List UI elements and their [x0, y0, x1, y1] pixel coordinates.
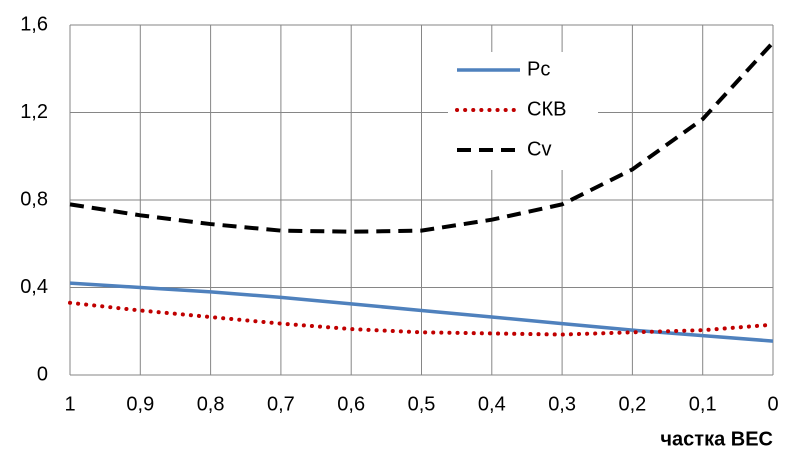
x-tick-label: 0,1	[689, 393, 717, 415]
x-tick-label: 0,7	[267, 393, 295, 415]
y-tick-label: 1,6	[20, 13, 48, 35]
x-tick-label: 1	[64, 393, 75, 415]
legend-label: Pc	[527, 58, 550, 80]
x-tick-label: 0,5	[408, 393, 436, 415]
x-tick-label: 0	[767, 393, 778, 415]
y-tick-label: 1,2	[20, 101, 48, 123]
legend-label: Cv	[527, 138, 551, 160]
y-tick-label: 0,8	[20, 188, 48, 210]
x-tick-label: 0,4	[478, 393, 506, 415]
x-tick-label: 0,3	[548, 393, 576, 415]
x-axis-label: частка ВЕС	[660, 428, 773, 450]
series-line	[69, 281, 774, 343]
legend-label: СКВ	[527, 98, 566, 120]
y-tick-label: 0	[37, 363, 48, 385]
x-tick-label: 0,6	[337, 393, 365, 415]
y-tick-label: 0,4	[20, 276, 48, 298]
x-tick-label: 0,2	[618, 393, 646, 415]
x-tick-label: 0,8	[197, 393, 225, 415]
series-line	[69, 41, 775, 234]
x-tick-label: 0,9	[126, 393, 154, 415]
